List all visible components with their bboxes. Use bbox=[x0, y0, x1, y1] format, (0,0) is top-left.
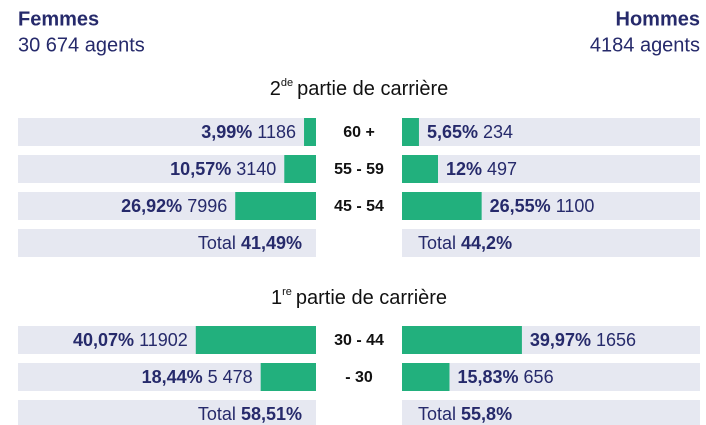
bar-label: 26,92% 7996 bbox=[121, 196, 227, 216]
bar bbox=[235, 192, 316, 220]
left-subtitle: 30 674 agents bbox=[18, 34, 145, 56]
count-label: 11902 bbox=[139, 330, 188, 350]
bar-label: 10,57% 3140 bbox=[170, 159, 276, 179]
count-label: 1100 bbox=[556, 196, 595, 216]
row-bg bbox=[402, 118, 700, 146]
percent-label: 39,97% bbox=[530, 330, 591, 350]
bar bbox=[402, 192, 482, 220]
title-number: 1 bbox=[271, 287, 282, 309]
title-number: 2 bbox=[270, 78, 281, 100]
title-text: partie de carrière bbox=[297, 78, 448, 100]
bar bbox=[195, 326, 316, 354]
total-value: 44,2% bbox=[461, 233, 512, 253]
bar-label: 5,65% 234 bbox=[427, 122, 513, 142]
section-title: 1re partie de carrière bbox=[271, 286, 447, 309]
bar-label: 40,07% 11902 bbox=[73, 330, 188, 350]
bar bbox=[260, 363, 316, 391]
percent-label: 18,44% bbox=[142, 367, 203, 387]
total-value: 55,8% bbox=[461, 404, 512, 424]
total-value: 58,51% bbox=[241, 404, 302, 424]
count-label: 5 478 bbox=[208, 367, 253, 387]
row-bg bbox=[402, 155, 700, 183]
total-word: Total bbox=[418, 233, 456, 253]
count-label: 656 bbox=[524, 367, 554, 387]
total-word: Total bbox=[198, 233, 236, 253]
left-title: Femmes bbox=[18, 8, 99, 30]
count-label: 7996 bbox=[187, 196, 227, 216]
percent-label: 40,07% bbox=[73, 330, 134, 350]
bar-label: 12% 497 bbox=[446, 159, 517, 179]
bar-label: 15,83% 656 bbox=[457, 367, 553, 387]
age-group: 30 - 44 bbox=[334, 332, 384, 349]
row-bg bbox=[402, 363, 700, 391]
bar bbox=[284, 155, 316, 183]
percent-label: 10,57% bbox=[170, 159, 231, 179]
total-value: 41,49% bbox=[241, 233, 302, 253]
count-label: 1656 bbox=[596, 330, 636, 350]
age-group: 60 + bbox=[343, 124, 375, 141]
right-title: Hommes bbox=[616, 8, 700, 30]
section-title: 2de partie de carrière bbox=[270, 77, 449, 100]
total-label: Total 41,49% bbox=[198, 233, 302, 253]
bar-label: 26,55% 1100 bbox=[490, 196, 595, 216]
bar-label: 18,44% 5 478 bbox=[142, 367, 253, 387]
bar-label: 39,97% 1656 bbox=[530, 330, 636, 350]
bar bbox=[402, 155, 438, 183]
percent-label: 5,65% bbox=[427, 122, 478, 142]
age-group: 45 - 54 bbox=[334, 198, 384, 215]
percent-label: 12% bbox=[446, 159, 482, 179]
total-label: Total 44,2% bbox=[418, 233, 512, 253]
bar bbox=[402, 326, 522, 354]
total-label: Total 58,51% bbox=[198, 404, 302, 424]
row-bg bbox=[18, 155, 316, 183]
count-label: 3140 bbox=[236, 159, 276, 179]
total-word: Total bbox=[418, 404, 456, 424]
row-bg bbox=[402, 229, 700, 257]
percent-label: 26,55% bbox=[490, 196, 551, 216]
count-label: 1186 bbox=[257, 122, 296, 142]
age-group: - 30 bbox=[345, 369, 373, 386]
percent-label: 26,92% bbox=[121, 196, 182, 216]
title-sup: re bbox=[282, 286, 292, 298]
percent-label: 3,99% bbox=[201, 122, 252, 142]
bar bbox=[304, 118, 316, 146]
bar-label: 3,99% 1186 bbox=[201, 122, 296, 142]
right-subtitle: 4184 agents bbox=[590, 34, 700, 56]
count-label: 234 bbox=[483, 122, 513, 142]
percent-label: 15,83% bbox=[457, 367, 518, 387]
row-bg bbox=[402, 400, 700, 425]
row-bg bbox=[18, 229, 316, 257]
bar bbox=[402, 363, 450, 391]
total-label: Total 55,8% bbox=[418, 404, 512, 424]
age-group: 55 - 59 bbox=[334, 161, 384, 178]
row-bg bbox=[18, 118, 316, 146]
title-sup: de bbox=[281, 77, 293, 89]
bar bbox=[402, 118, 419, 146]
count-label: 497 bbox=[487, 159, 517, 179]
row-bg bbox=[18, 400, 316, 425]
total-word: Total bbox=[198, 404, 236, 424]
title-text: partie de carrière bbox=[296, 287, 447, 309]
